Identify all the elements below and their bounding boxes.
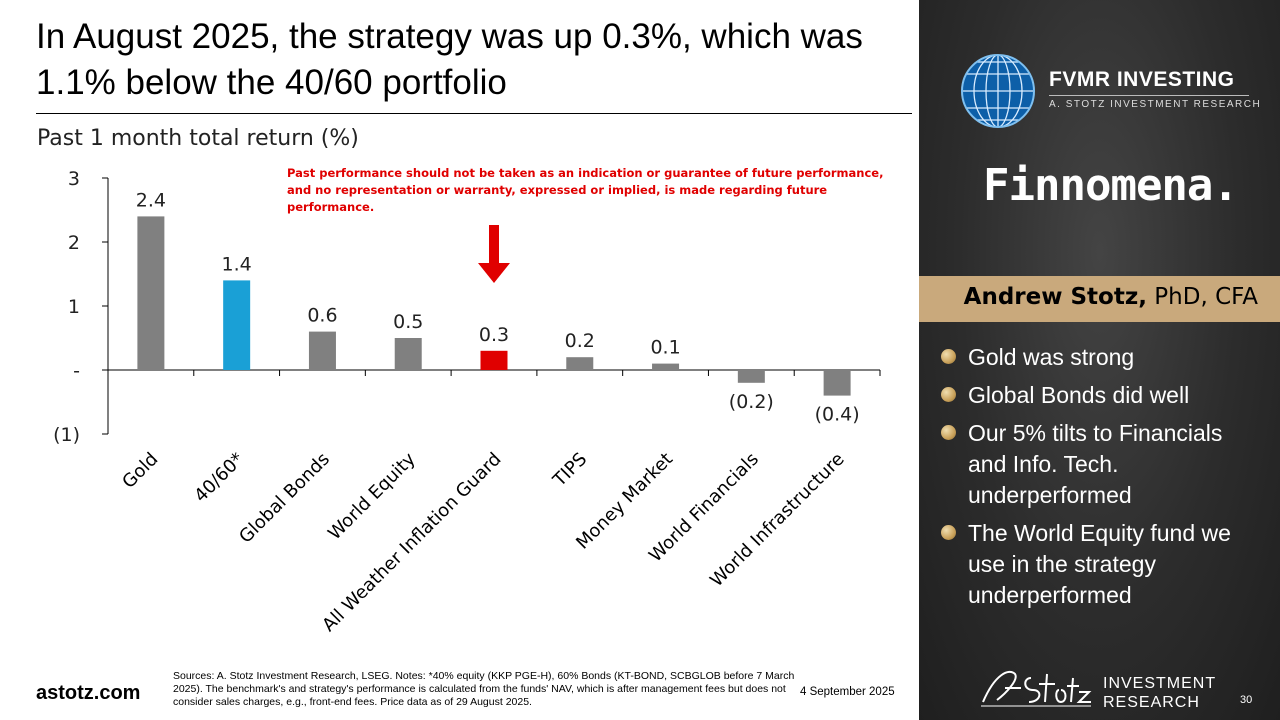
bar xyxy=(308,331,336,370)
brand-divider xyxy=(1049,95,1249,96)
brand-subtitle: A. STOTZ INVESTMENT RESEARCH xyxy=(1049,99,1262,110)
bar-chart: 3 2 1 - (1) 2.4 Gold 1.4 40/60* 0.6 Global Bonds 0.… xyxy=(53,168,881,636)
chart-title: Past 1 month total return (%) xyxy=(37,126,359,151)
key-point-text: Gold was strong xyxy=(968,344,1135,370)
category-label: World Equity xyxy=(324,448,420,544)
y-tick-label: 3 xyxy=(68,168,80,190)
category-label: 40/60* xyxy=(190,449,248,507)
bar xyxy=(137,216,165,370)
category-label: Gold xyxy=(118,449,162,493)
data-label: 2.4 xyxy=(136,189,166,211)
footer-logo-line1: INVESTMENT xyxy=(1103,675,1217,692)
bar xyxy=(823,370,851,396)
bar xyxy=(652,363,680,370)
data-label: (0.2) xyxy=(729,391,774,413)
gold-bullet-icon xyxy=(941,349,956,364)
data-label: (0.4) xyxy=(815,404,860,426)
key-point-text: The World Equity fund we use in the stra… xyxy=(968,520,1231,608)
title-divider xyxy=(36,113,912,114)
data-label: 0.2 xyxy=(565,330,595,352)
footer-logo-line2: RESEARCH xyxy=(1103,694,1200,711)
author-name: Andrew Stotz, xyxy=(963,284,1147,310)
down-arrow-icon xyxy=(478,263,510,283)
site-url: astotz.com xyxy=(36,682,141,704)
arrow-shaft xyxy=(489,225,499,263)
author-banner: Andrew Stotz, PhD, CFA xyxy=(919,276,1280,322)
data-label: 0.6 xyxy=(307,305,337,327)
key-points-list: Gold was strong Global Bonds did well Ou… xyxy=(937,342,1267,618)
sources-note: Sources: A. Stotz Investment Research, L… xyxy=(173,670,795,708)
key-point-text: Global Bonds did well xyxy=(968,382,1190,408)
gold-bullet-icon xyxy=(941,525,956,540)
bar xyxy=(480,350,508,370)
stotz-signature-logo-icon xyxy=(981,670,1092,707)
page-number: 30 xyxy=(1240,694,1253,706)
y-tick-label: (1) xyxy=(53,424,80,446)
partner-logo: Finnomena. xyxy=(983,160,1239,211)
bar xyxy=(566,357,594,370)
author-credit: Andrew Stotz, PhD, CFA xyxy=(964,284,1258,310)
performance-disclaimer: Past performance should not be taken as … xyxy=(287,166,884,214)
gold-bullet-icon xyxy=(941,425,956,440)
right-panel: FVMR INVESTING A. STOTZ INVESTMENT RESEA… xyxy=(919,0,1280,720)
data-label: 0.3 xyxy=(479,324,509,346)
category-label: TIPS xyxy=(548,449,591,492)
y-tick-label: - xyxy=(73,360,80,382)
author-credentials: PhD, CFA xyxy=(1146,284,1258,310)
category-label: All Weather Inflation Guard xyxy=(318,449,505,636)
slide-title: In August 2025, the strategy was up 0.3%… xyxy=(36,17,863,102)
gold-bullet-icon xyxy=(941,387,956,402)
bar xyxy=(737,370,765,383)
category-label: Global Bonds xyxy=(235,449,334,548)
data-label: 0.5 xyxy=(393,311,423,333)
bar xyxy=(394,338,422,370)
y-tick-label: 2 xyxy=(68,232,80,254)
key-point: Gold was strong xyxy=(937,342,1267,373)
data-label: 0.1 xyxy=(650,337,680,359)
y-tick-label: 1 xyxy=(68,296,80,318)
footer-logo-text: INVESTMENT RESEARCH xyxy=(1103,674,1216,712)
key-point: Global Bonds did well xyxy=(937,380,1267,411)
key-point-text: Our 5% tilts to Financials and Info. Tec… xyxy=(968,420,1223,508)
data-label: 1.4 xyxy=(222,253,252,275)
brand-name: FVMR INVESTING xyxy=(1049,68,1235,91)
globe-logo-icon xyxy=(961,54,1035,128)
key-point: The World Equity fund we use in the stra… xyxy=(937,518,1267,611)
bar xyxy=(223,280,251,370)
slide-date: 4 September 2025 xyxy=(800,686,895,698)
key-point: Our 5% tilts to Financials and Info. Tec… xyxy=(937,418,1267,511)
